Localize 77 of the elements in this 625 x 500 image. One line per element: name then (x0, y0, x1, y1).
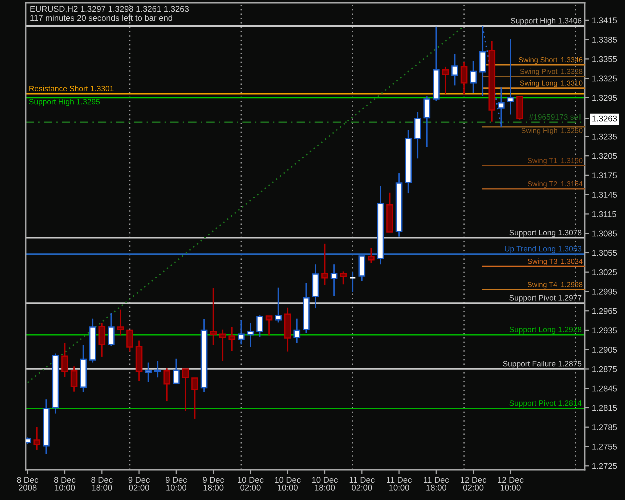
x-tick-label: 11 Dec 02:00 (350, 477, 375, 491)
candlestick (228, 326, 236, 352)
candlestick (34, 426, 41, 451)
candlestick (340, 271, 347, 286)
y-tick-label: 1.3055 (592, 250, 618, 256)
candlestick (349, 272, 356, 294)
candlestick (70, 366, 78, 393)
candlestick (507, 38, 514, 116)
y-tick-label: 1.3325 (592, 76, 618, 82)
y-tick-label: 1.3205 (592, 153, 618, 160)
y-tick-label: 1.2905 (592, 347, 618, 353)
candlestick (470, 60, 477, 94)
chart-title: EURUSD,H2 1.3297 1.3298 1.3261 1.3263 (30, 6, 190, 14)
y-tick-label: 1.2875 (592, 366, 618, 372)
x-tick-label: 11 Dec 18:00 (424, 477, 450, 491)
candlestick (173, 358, 180, 385)
candlestick (164, 368, 171, 402)
candlestick (442, 66, 450, 95)
candlestick (460, 62, 468, 96)
x-tick-label: 9 Dec 10:00 (166, 477, 188, 491)
x-tick-label: 9 Dec 18:00 (203, 477, 224, 491)
candlestick (256, 314, 264, 338)
candlestick (210, 288, 217, 346)
y-tick-label: 1.3415 (592, 18, 618, 24)
candlestick (98, 322, 106, 358)
y-tick-label: 1.3295 (592, 95, 618, 102)
y-tick-label: 1.2725 (592, 463, 618, 470)
y-tick-label: 1.3115 (592, 211, 616, 218)
y-tick-label: 1.3263 (592, 116, 618, 122)
y-tick-label: 1.3025 (592, 270, 618, 276)
x-tick-label: 8 Dec 2008 (17, 477, 39, 491)
candlestick (452, 53, 458, 86)
candlestick (219, 329, 226, 362)
candlestick (108, 312, 115, 347)
y-tick-label: 1.2965 (592, 308, 618, 314)
y-tick-label: 1.2815 (592, 405, 618, 412)
y-tick-label: 1.3085 (592, 230, 618, 237)
y-tick-label: 1.2935 (592, 328, 618, 334)
y-tick-label: 1.2845 (592, 386, 618, 392)
x-tick-label: 10 Dec 18:00 (312, 477, 338, 491)
candlestick (284, 307, 292, 352)
y-tick-label: 1.2755 (592, 444, 618, 450)
x-tick-label: 12 Dec 10:00 (498, 477, 524, 491)
candlestick (238, 319, 245, 346)
y-tick-label: 1.3355 (592, 56, 618, 62)
x-tick-label: 10 Dec 02:00 (238, 477, 264, 491)
candlestick (145, 362, 152, 383)
candlestick (182, 368, 190, 412)
candlestick (322, 243, 328, 286)
x-tick-label: 8 Dec 18:00 (92, 477, 113, 491)
candlestick (516, 95, 524, 121)
candlestick (266, 316, 273, 336)
candlestick (368, 248, 375, 264)
candlestick (192, 378, 198, 420)
x-tick-label: 8 Dec 10:00 (54, 477, 76, 491)
x-tick-label: 10 Dec 10:00 (275, 477, 301, 491)
x-tick-label: 12 Dec 02:00 (461, 477, 487, 491)
y-tick-label: 1.3175 (592, 172, 618, 179)
candlestick (414, 111, 422, 160)
y-tick-label: 1.3385 (592, 37, 618, 43)
candlestick (117, 309, 124, 336)
candlestick (294, 318, 301, 344)
candlestick (312, 264, 320, 310)
y-tick-label: 1.2785 (592, 424, 618, 430)
candlestick (275, 287, 282, 324)
candlestick (126, 330, 134, 352)
x-tick-label: 11 Dec 10:00 (387, 477, 412, 491)
y-tick-label: 1.3235 (592, 134, 618, 140)
y-tick-label: 1.3145 (592, 192, 618, 198)
y-tick-label: 1.2995 (592, 288, 618, 295)
candlestick (424, 96, 431, 148)
x-tick-label: 9 Dec 02:00 (128, 477, 150, 491)
candlestick (62, 342, 68, 378)
text: 117 minutes 20 seconds left to bar end (30, 15, 172, 22)
candlestick (154, 360, 162, 378)
candlestick (247, 322, 254, 348)
candlestick (330, 264, 338, 297)
